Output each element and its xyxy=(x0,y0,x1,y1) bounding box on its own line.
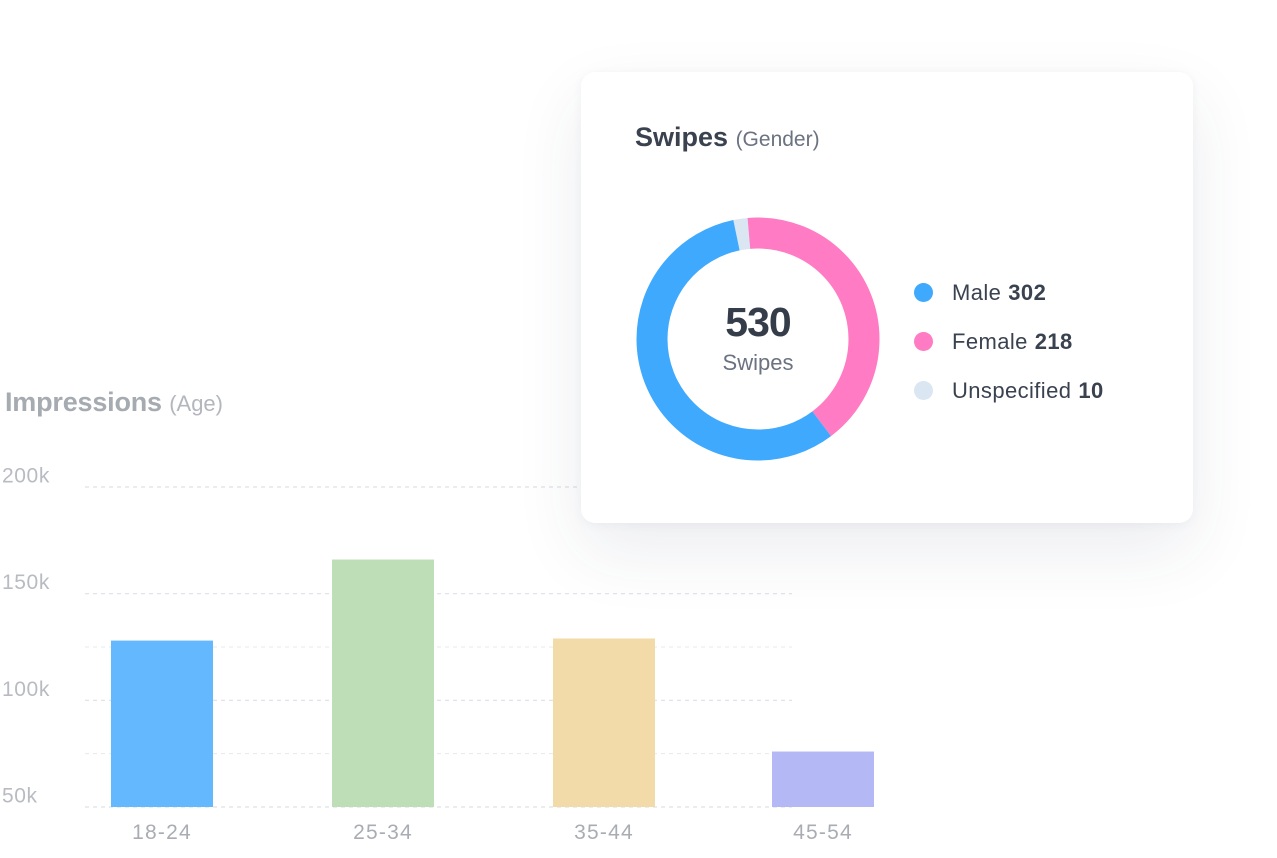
legend-value-unspecified: 10 xyxy=(1078,377,1104,403)
donut-slice-male xyxy=(636,217,880,461)
y-tick-label: 200k xyxy=(2,465,50,488)
legend-value-male: 302 xyxy=(1008,279,1047,305)
donut-total-value: 530 xyxy=(725,299,791,345)
legend-label-male: Male xyxy=(952,279,1002,305)
legend-label-female: Female xyxy=(952,328,1028,354)
swipes-subtitle: (Gender) xyxy=(735,128,820,151)
legend-value-female: 218 xyxy=(1034,328,1073,354)
bar-18-24 xyxy=(111,640,213,807)
x-tick-label: 45-54 xyxy=(793,821,853,844)
bar-25-34 xyxy=(332,559,434,807)
bar-35-44 xyxy=(553,638,655,807)
legend-item-female: Female 218 xyxy=(914,317,1104,366)
donut-center-summary: 530 Swipes xyxy=(688,300,828,376)
y-tick-label: 50k xyxy=(2,785,38,808)
x-tick-label: 35-44 xyxy=(574,821,634,844)
donut-total-label: Swipes xyxy=(722,350,794,375)
impressions-chart-title: Impressions (Age) xyxy=(5,387,223,418)
legend-dot-unspecified xyxy=(914,381,933,400)
impressions-bar-chart-svg: 50k 100k 150k 200k 18-24 25-34 35-44 45-54 xyxy=(2,465,874,844)
impressions-subtitle: (Age) xyxy=(169,391,223,416)
swipes-donut-chart xyxy=(636,217,880,461)
legend-dot-female xyxy=(914,332,933,351)
swipes-legend: Male 302 Female 218 Unspecified 10 xyxy=(914,268,1104,415)
bar-45-54 xyxy=(772,751,874,807)
y-tick-label: 150k xyxy=(2,571,50,594)
y-tick-label: 100k xyxy=(2,678,50,701)
legend-item-male: Male 302 xyxy=(914,268,1104,317)
swipes-chart-title: Swipes (Gender) xyxy=(635,122,820,153)
swipes-card: Swipes (Gender) 530 Swipes Male 302 Fema… xyxy=(581,72,1193,523)
swipes-title-text: Swipes xyxy=(635,122,729,152)
x-tick-label: 18-24 xyxy=(132,821,192,844)
legend-label-unspecified: Unspecified xyxy=(952,377,1072,403)
donut-slice-female xyxy=(636,217,880,461)
impressions-bar-chart: 50k 100k 150k 200k 18-24 25-34 35-44 45-54 xyxy=(0,380,900,858)
legend-item-unspecified: Unspecified 10 xyxy=(914,366,1104,415)
impressions-title-text: Impressions xyxy=(5,387,162,417)
legend-dot-male xyxy=(914,283,933,302)
x-tick-label: 25-34 xyxy=(353,821,413,844)
